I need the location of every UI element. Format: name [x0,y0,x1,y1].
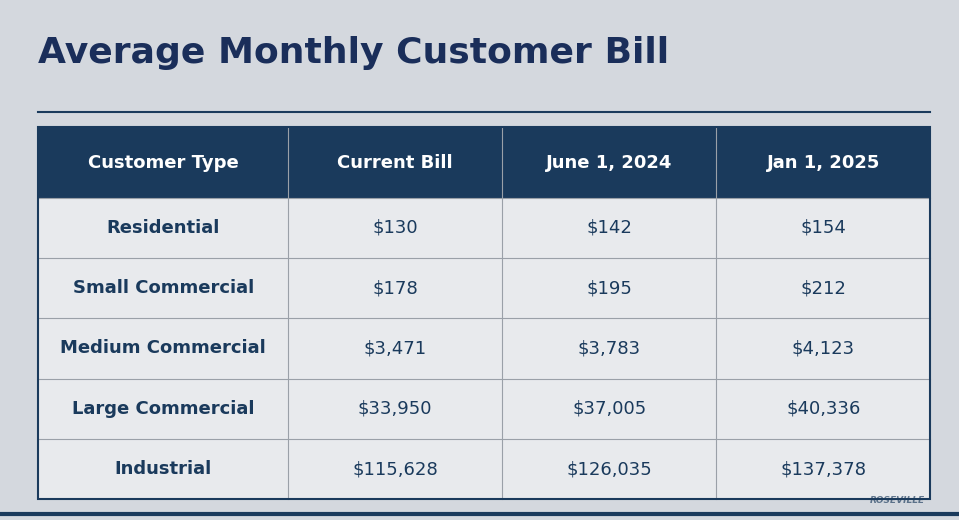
Text: $195: $195 [586,279,632,297]
Bar [38,127,930,499]
Text: $154: $154 [800,219,846,237]
Text: ROSEVILLE: ROSEVILLE [871,497,925,505]
Text: Customer Type: Customer Type [88,153,239,172]
Text: $37,005: $37,005 [572,400,646,418]
Text: June 1, 2024: June 1, 2024 [546,153,672,172]
Text: Medium Commercial: Medium Commercial [60,340,266,357]
Text: $178: $178 [372,279,418,297]
Text: $33,950: $33,950 [358,400,433,418]
Text: Residential: Residential [106,219,220,237]
Text: Jan 1, 2025: Jan 1, 2025 [766,153,880,172]
Text: $137,378: $137,378 [781,460,866,478]
Text: Current Bill: Current Bill [338,153,453,172]
Text: Average Monthly Customer Bill: Average Monthly Customer Bill [38,36,669,70]
Text: $212: $212 [800,279,846,297]
Text: $126,035: $126,035 [566,460,652,478]
Text: $4,123: $4,123 [791,340,854,357]
Text: $3,471: $3,471 [363,340,427,357]
Text: Industrial: Industrial [114,460,212,478]
Bar [38,318,930,379]
Text: $115,628: $115,628 [352,460,438,478]
Text: Large Commercial: Large Commercial [72,400,254,418]
Text: $3,783: $3,783 [577,340,641,357]
Bar [38,198,930,258]
Bar [38,258,930,318]
Bar [38,379,930,439]
Bar [38,127,930,198]
Text: Small Commercial: Small Commercial [73,279,254,297]
Text: $130: $130 [372,219,418,237]
Text: $142: $142 [586,219,632,237]
Text: $40,336: $40,336 [786,400,860,418]
Bar [38,439,930,499]
